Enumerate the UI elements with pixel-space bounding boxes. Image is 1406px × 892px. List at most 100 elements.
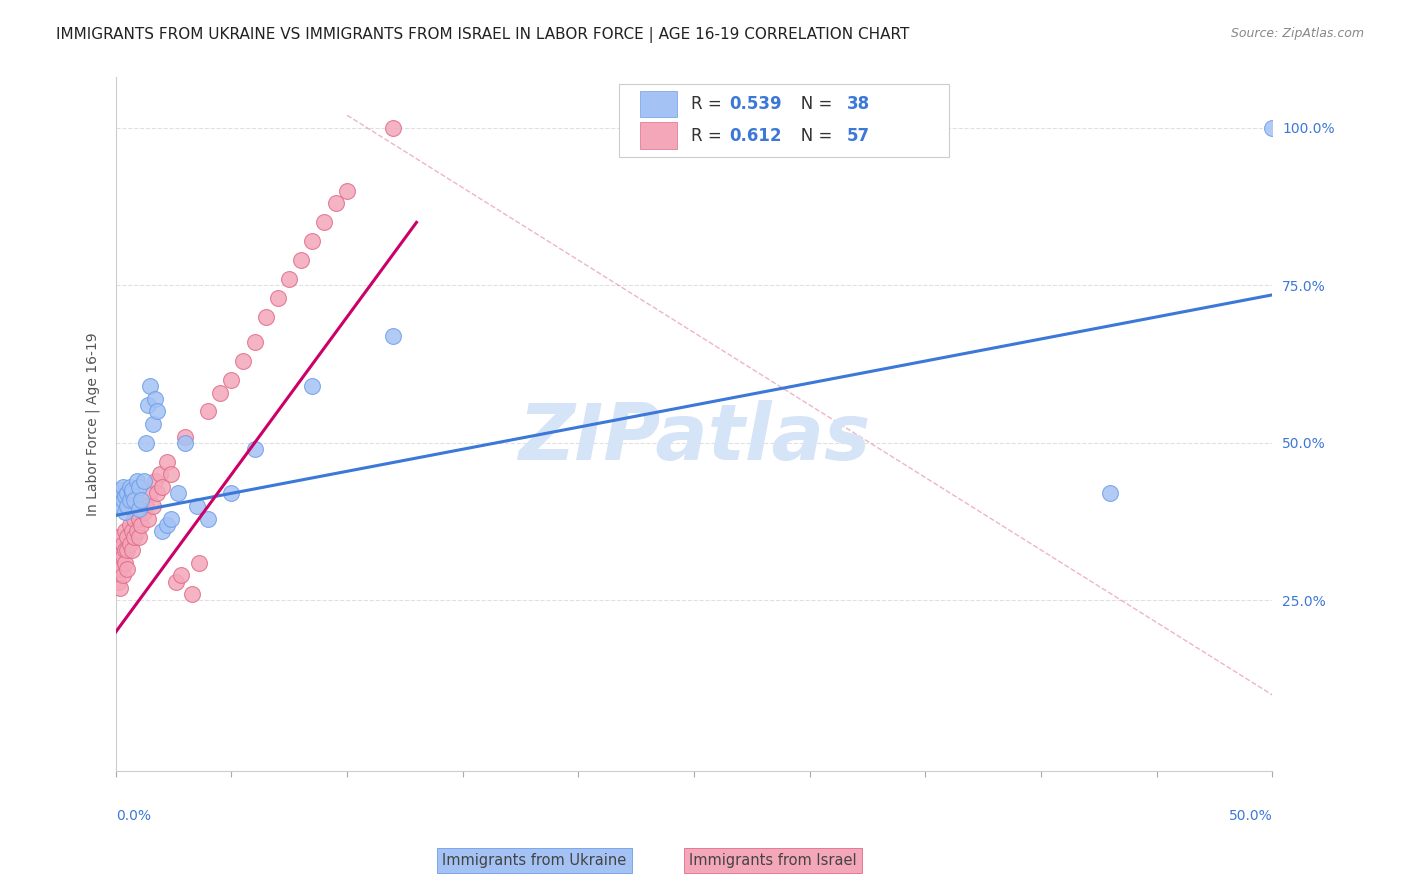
Point: [118, 537, 141, 551]
Point: [128, 502, 150, 516]
Text: Source: ZipAtlas.com: Source: ZipAtlas.com: [1230, 27, 1364, 40]
Point: [221, 373, 243, 387]
Point: [117, 486, 139, 500]
Point: [139, 379, 162, 393]
Text: R =: R =: [690, 127, 727, 145]
Point: [254, 310, 277, 324]
Text: ZIPatlas: ZIPatlas: [517, 400, 870, 475]
Point: [181, 587, 204, 601]
Text: 0.0%: 0.0%: [115, 809, 150, 823]
Point: [121, 483, 143, 498]
Point: [150, 480, 173, 494]
Point: [165, 574, 187, 589]
Point: [117, 562, 139, 576]
Point: [167, 486, 190, 500]
Point: [267, 291, 290, 305]
Text: 38: 38: [846, 95, 870, 112]
Point: [111, 537, 134, 551]
Point: [107, 486, 129, 500]
Point: [125, 505, 148, 519]
Point: [129, 492, 152, 507]
Point: [107, 531, 129, 545]
Point: [125, 474, 148, 488]
Point: [278, 272, 301, 286]
FancyBboxPatch shape: [640, 122, 676, 149]
Point: [160, 467, 183, 482]
Text: IMMIGRANTS FROM UKRAINE VS IMMIGRANTS FROM ISRAEL IN LABOR FORCE | AGE 16-19 COR: IMMIGRANTS FROM UKRAINE VS IMMIGRANTS FR…: [56, 27, 910, 43]
Point: [188, 556, 211, 570]
Point: [197, 404, 219, 418]
Y-axis label: In Labor Force | Age 16-19: In Labor Force | Age 16-19: [86, 332, 100, 516]
Point: [160, 511, 183, 525]
Point: [128, 511, 150, 525]
Point: [132, 505, 155, 519]
Point: [135, 499, 157, 513]
Point: [114, 524, 136, 538]
Point: [232, 354, 254, 368]
Point: [208, 385, 231, 400]
Text: Immigrants from Israel: Immigrants from Israel: [689, 854, 858, 868]
Point: [243, 335, 266, 350]
Point: [111, 568, 134, 582]
Point: [111, 492, 134, 507]
Point: [107, 574, 129, 589]
Text: 0.539: 0.539: [728, 95, 782, 112]
Point: [132, 474, 155, 488]
FancyBboxPatch shape: [619, 85, 949, 157]
Point: [129, 517, 152, 532]
Point: [128, 531, 150, 545]
Point: [128, 480, 150, 494]
Point: [118, 492, 141, 507]
Point: [114, 490, 136, 504]
Point: [169, 568, 191, 582]
Point: [186, 499, 208, 513]
FancyBboxPatch shape: [640, 91, 676, 117]
Point: [197, 511, 219, 525]
Point: [174, 429, 197, 443]
Point: [111, 480, 134, 494]
Point: [107, 543, 129, 558]
Point: [143, 474, 166, 488]
Point: [135, 436, 157, 450]
Point: [111, 549, 134, 564]
Point: [143, 392, 166, 406]
Point: [142, 499, 165, 513]
Point: [117, 543, 139, 558]
Text: N =: N =: [786, 127, 838, 145]
Point: [301, 234, 323, 248]
Point: [142, 417, 165, 431]
Point: [146, 404, 169, 418]
Point: [243, 442, 266, 457]
Point: [221, 486, 243, 500]
Point: [124, 531, 146, 545]
Point: [156, 455, 179, 469]
Point: [139, 486, 162, 500]
Point: [110, 562, 132, 576]
Point: [121, 543, 143, 558]
Point: [121, 486, 143, 500]
Point: [312, 215, 335, 229]
Point: [325, 196, 347, 211]
Text: 50.0%: 50.0%: [1229, 809, 1272, 823]
Point: [150, 524, 173, 538]
Point: [110, 581, 132, 595]
Point: [301, 379, 323, 393]
Point: [382, 120, 405, 135]
Point: [114, 505, 136, 519]
Point: [124, 511, 146, 525]
Text: Immigrants from Ukraine: Immigrants from Ukraine: [441, 854, 627, 868]
Text: N =: N =: [786, 95, 838, 112]
Point: [125, 524, 148, 538]
Point: [124, 492, 146, 507]
Point: [114, 543, 136, 558]
Text: 0.612: 0.612: [728, 127, 782, 145]
Text: 57: 57: [846, 127, 870, 145]
Point: [174, 436, 197, 450]
Point: [117, 531, 139, 545]
Point: [117, 499, 139, 513]
Point: [110, 483, 132, 498]
Point: [1099, 486, 1122, 500]
Point: [149, 467, 172, 482]
Text: R =: R =: [690, 95, 727, 112]
Point: [136, 398, 159, 412]
